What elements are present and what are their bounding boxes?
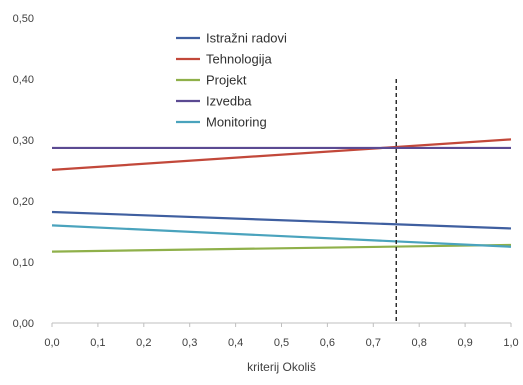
x-tick-label: 0,9 — [457, 337, 472, 349]
y-tick-label: 0,30 — [13, 135, 34, 147]
x-tick-label: 0,0 — [44, 337, 59, 349]
x-tick-label: 0,2 — [136, 337, 151, 349]
legend: Istražni radovi Tehnologija Projekt Izvedba… — [166, 27, 323, 131]
x-tick-labels: 0,0 0,1 0,2 0,3 0,4 0,5 0,6 0,7 0,8 0,9 1,0 — [44, 323, 519, 349]
y-tick-label: 0,20 — [13, 196, 34, 208]
legend-label: Istražni radovi — [206, 31, 287, 46]
x-tick-label: 0,8 — [412, 337, 427, 349]
x-axis-title: kriterij Okoliš — [247, 360, 316, 374]
x-tick-label: 0,1 — [90, 337, 105, 349]
legend-label: Tehnologija — [206, 52, 273, 67]
x-tick-label: 0,7 — [366, 337, 381, 349]
x-tick-label: 0,6 — [320, 337, 335, 349]
y-tick-label: 0,50 — [13, 13, 34, 25]
legend-label: Izvedba — [206, 94, 252, 109]
y-tick-labels: 0,00 0,10 0,20 0,30 0,40 0,50 — [13, 13, 34, 330]
legend-label: Monitoring — [206, 115, 267, 130]
x-tick-label: 0,5 — [274, 337, 289, 349]
x-tick-label: 0,3 — [182, 337, 197, 349]
series-lines — [51, 138, 512, 253]
series-line — [51, 138, 512, 171]
series-line — [51, 243, 512, 253]
y-tick-label: 0,40 — [13, 74, 34, 86]
y-tick-label: 0,10 — [13, 257, 34, 269]
legend-label: Projekt — [206, 73, 247, 88]
y-tick-label: 0,00 — [13, 318, 34, 330]
series-line — [51, 210, 512, 230]
x-tick-label: 0,4 — [228, 337, 243, 349]
series-line — [51, 224, 512, 248]
x-tick-label: 1,0 — [503, 337, 518, 349]
